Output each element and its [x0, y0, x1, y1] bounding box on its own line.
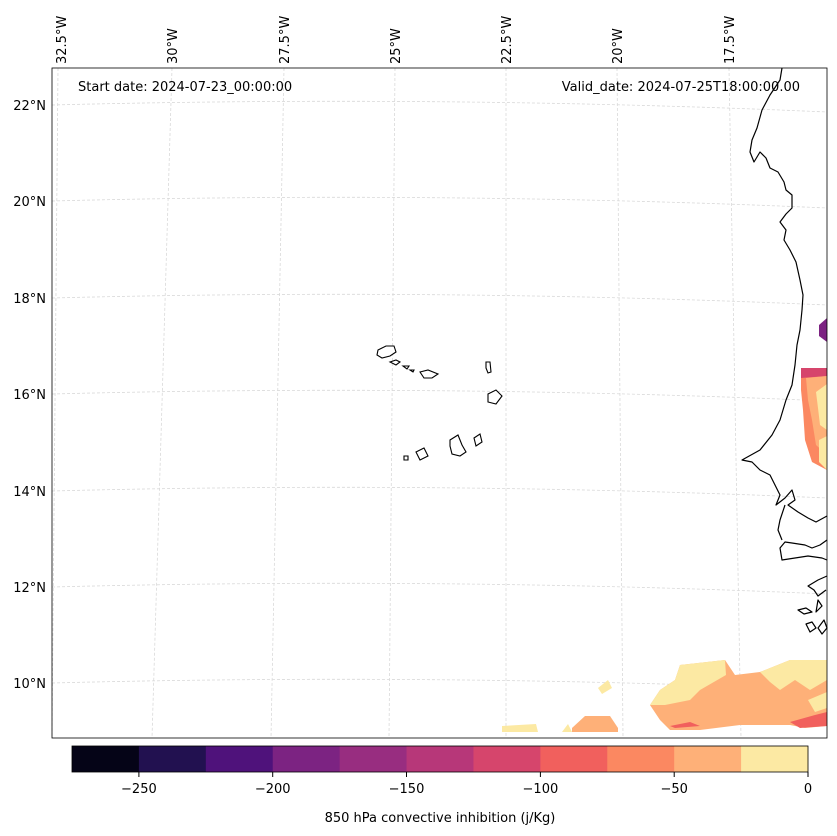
- lon-label: 30°W: [166, 28, 181, 64]
- colorbar-tick-labels: −250 −200 −150 −100 −50 0: [121, 782, 812, 797]
- lat-label: 22°N: [13, 99, 46, 114]
- cin-filled-contours: [502, 318, 827, 732]
- colorbar-tick-label: −250: [121, 782, 157, 797]
- colorbar-swatch: [138, 746, 207, 772]
- lon-label: 27.5°W: [278, 16, 293, 64]
- lon-label: 20°W: [611, 28, 626, 64]
- lat-label: 10°N: [13, 677, 46, 692]
- colorbar-swatch: [205, 746, 274, 772]
- lat-label: 14°N: [13, 485, 46, 500]
- lon-label: 25°W: [389, 28, 404, 64]
- lat-label: 16°N: [13, 388, 46, 403]
- colorbar-swatch: [339, 746, 408, 772]
- lon-label: 22.5°W: [500, 16, 515, 64]
- colorbar-tick-label: −150: [389, 782, 425, 797]
- map-area: [52, 68, 827, 738]
- cape-verde-islands: [376, 345, 503, 461]
- colorbar-swatch: [741, 746, 809, 772]
- colorbar-swatch: [272, 746, 341, 772]
- lat-label: 12°N: [13, 581, 46, 596]
- map-frame: [51, 67, 828, 739]
- start-date-label: Start date: 2024-07-23_00:00:00: [78, 80, 292, 95]
- lon-label: 17.5°W: [723, 16, 738, 64]
- parallel-gridlines: [51, 100, 828, 691]
- lat-label: 20°N: [13, 195, 46, 210]
- colorbar-swatch: [674, 746, 742, 772]
- colorbar-swatch: [406, 746, 474, 772]
- colorbar-tick-label: −200: [255, 782, 291, 797]
- colorbar: −250 −200 −150 −100 −50 0 850 hPa convec…: [71, 745, 812, 826]
- colorbar-label: 850 hPa convective inhibition (j/Kg): [325, 811, 556, 826]
- contour-patch-purple: [819, 318, 827, 342]
- colorbar-tick-label: 0: [804, 782, 812, 797]
- colorbar-swatch: [540, 746, 608, 772]
- colorbar-swatch: [473, 746, 541, 772]
- colorbar-tick-label: −100: [523, 782, 559, 797]
- meridian-gridlines: [51, 67, 742, 739]
- africa-coastline: [741, 67, 828, 635]
- colorbar-frame: [71, 745, 809, 773]
- colorbar-tick-label: −50: [660, 782, 687, 797]
- coastline-gambia: [777, 504, 786, 541]
- latitude-labels: 22°N 20°N 18°N 16°N 14°N 12°N 10°N: [13, 99, 46, 692]
- valid-date-label: Valid_date: 2024-07-25T18:00:00.00: [562, 80, 800, 95]
- colorbar-swatch: [72, 746, 140, 772]
- longitude-labels: 32.5°W 30°W 27.5°W 25°W 22.5°W 20°W 17.5…: [55, 16, 738, 64]
- lon-label: 32.5°W: [55, 16, 70, 64]
- lat-label: 18°N: [13, 292, 46, 307]
- colorbar-ticks: [138, 772, 809, 777]
- colorbar-swatches: [72, 746, 809, 772]
- colorbar-swatch: [607, 746, 675, 772]
